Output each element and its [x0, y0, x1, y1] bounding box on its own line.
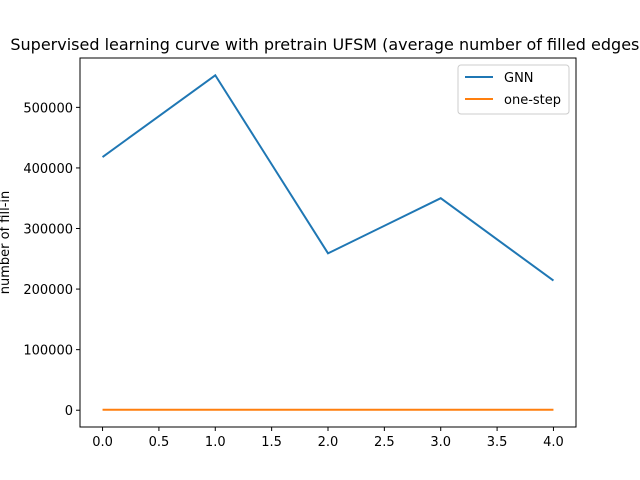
x-tick-label: 0.0: [92, 435, 113, 450]
legend-label: one-step: [504, 93, 561, 108]
chart-title: Supervised learning curve with pretrain …: [10, 35, 640, 54]
x-tick-label: 1.0: [205, 435, 226, 450]
y-tick-label: 300000: [23, 223, 73, 238]
y-tick-label: 100000: [23, 344, 73, 359]
y-tick-label: 0: [65, 404, 73, 419]
y-axis-ticks: 0 100000 200000 300000 400000 500000: [23, 101, 80, 419]
legend-label: GNN: [504, 71, 534, 86]
legend: GNN one-step: [457, 64, 570, 115]
y-axis-label: number of fill-in: [0, 191, 13, 295]
series-layer: [101, 73, 555, 411]
x-axis-ticks: 0.0 0.5 1.0 1.5 2.0 2.5 3.0 3.5 4.0: [92, 427, 564, 450]
x-tick-label: 0.5: [149, 435, 170, 450]
y-tick-label: 200000: [23, 283, 73, 298]
x-tick-label: 1.5: [261, 435, 282, 450]
x-tick-label: 2.0: [318, 435, 339, 450]
x-tick-label: 3.0: [430, 435, 451, 450]
x-tick-label: 2.5: [374, 435, 395, 450]
y-tick-label: 400000: [23, 162, 73, 177]
x-tick-label: 4.0: [543, 435, 564, 450]
x-tick-label: 3.5: [487, 435, 508, 450]
y-tick-label: 500000: [23, 101, 73, 116]
series-line-gnn: [101, 73, 555, 282]
